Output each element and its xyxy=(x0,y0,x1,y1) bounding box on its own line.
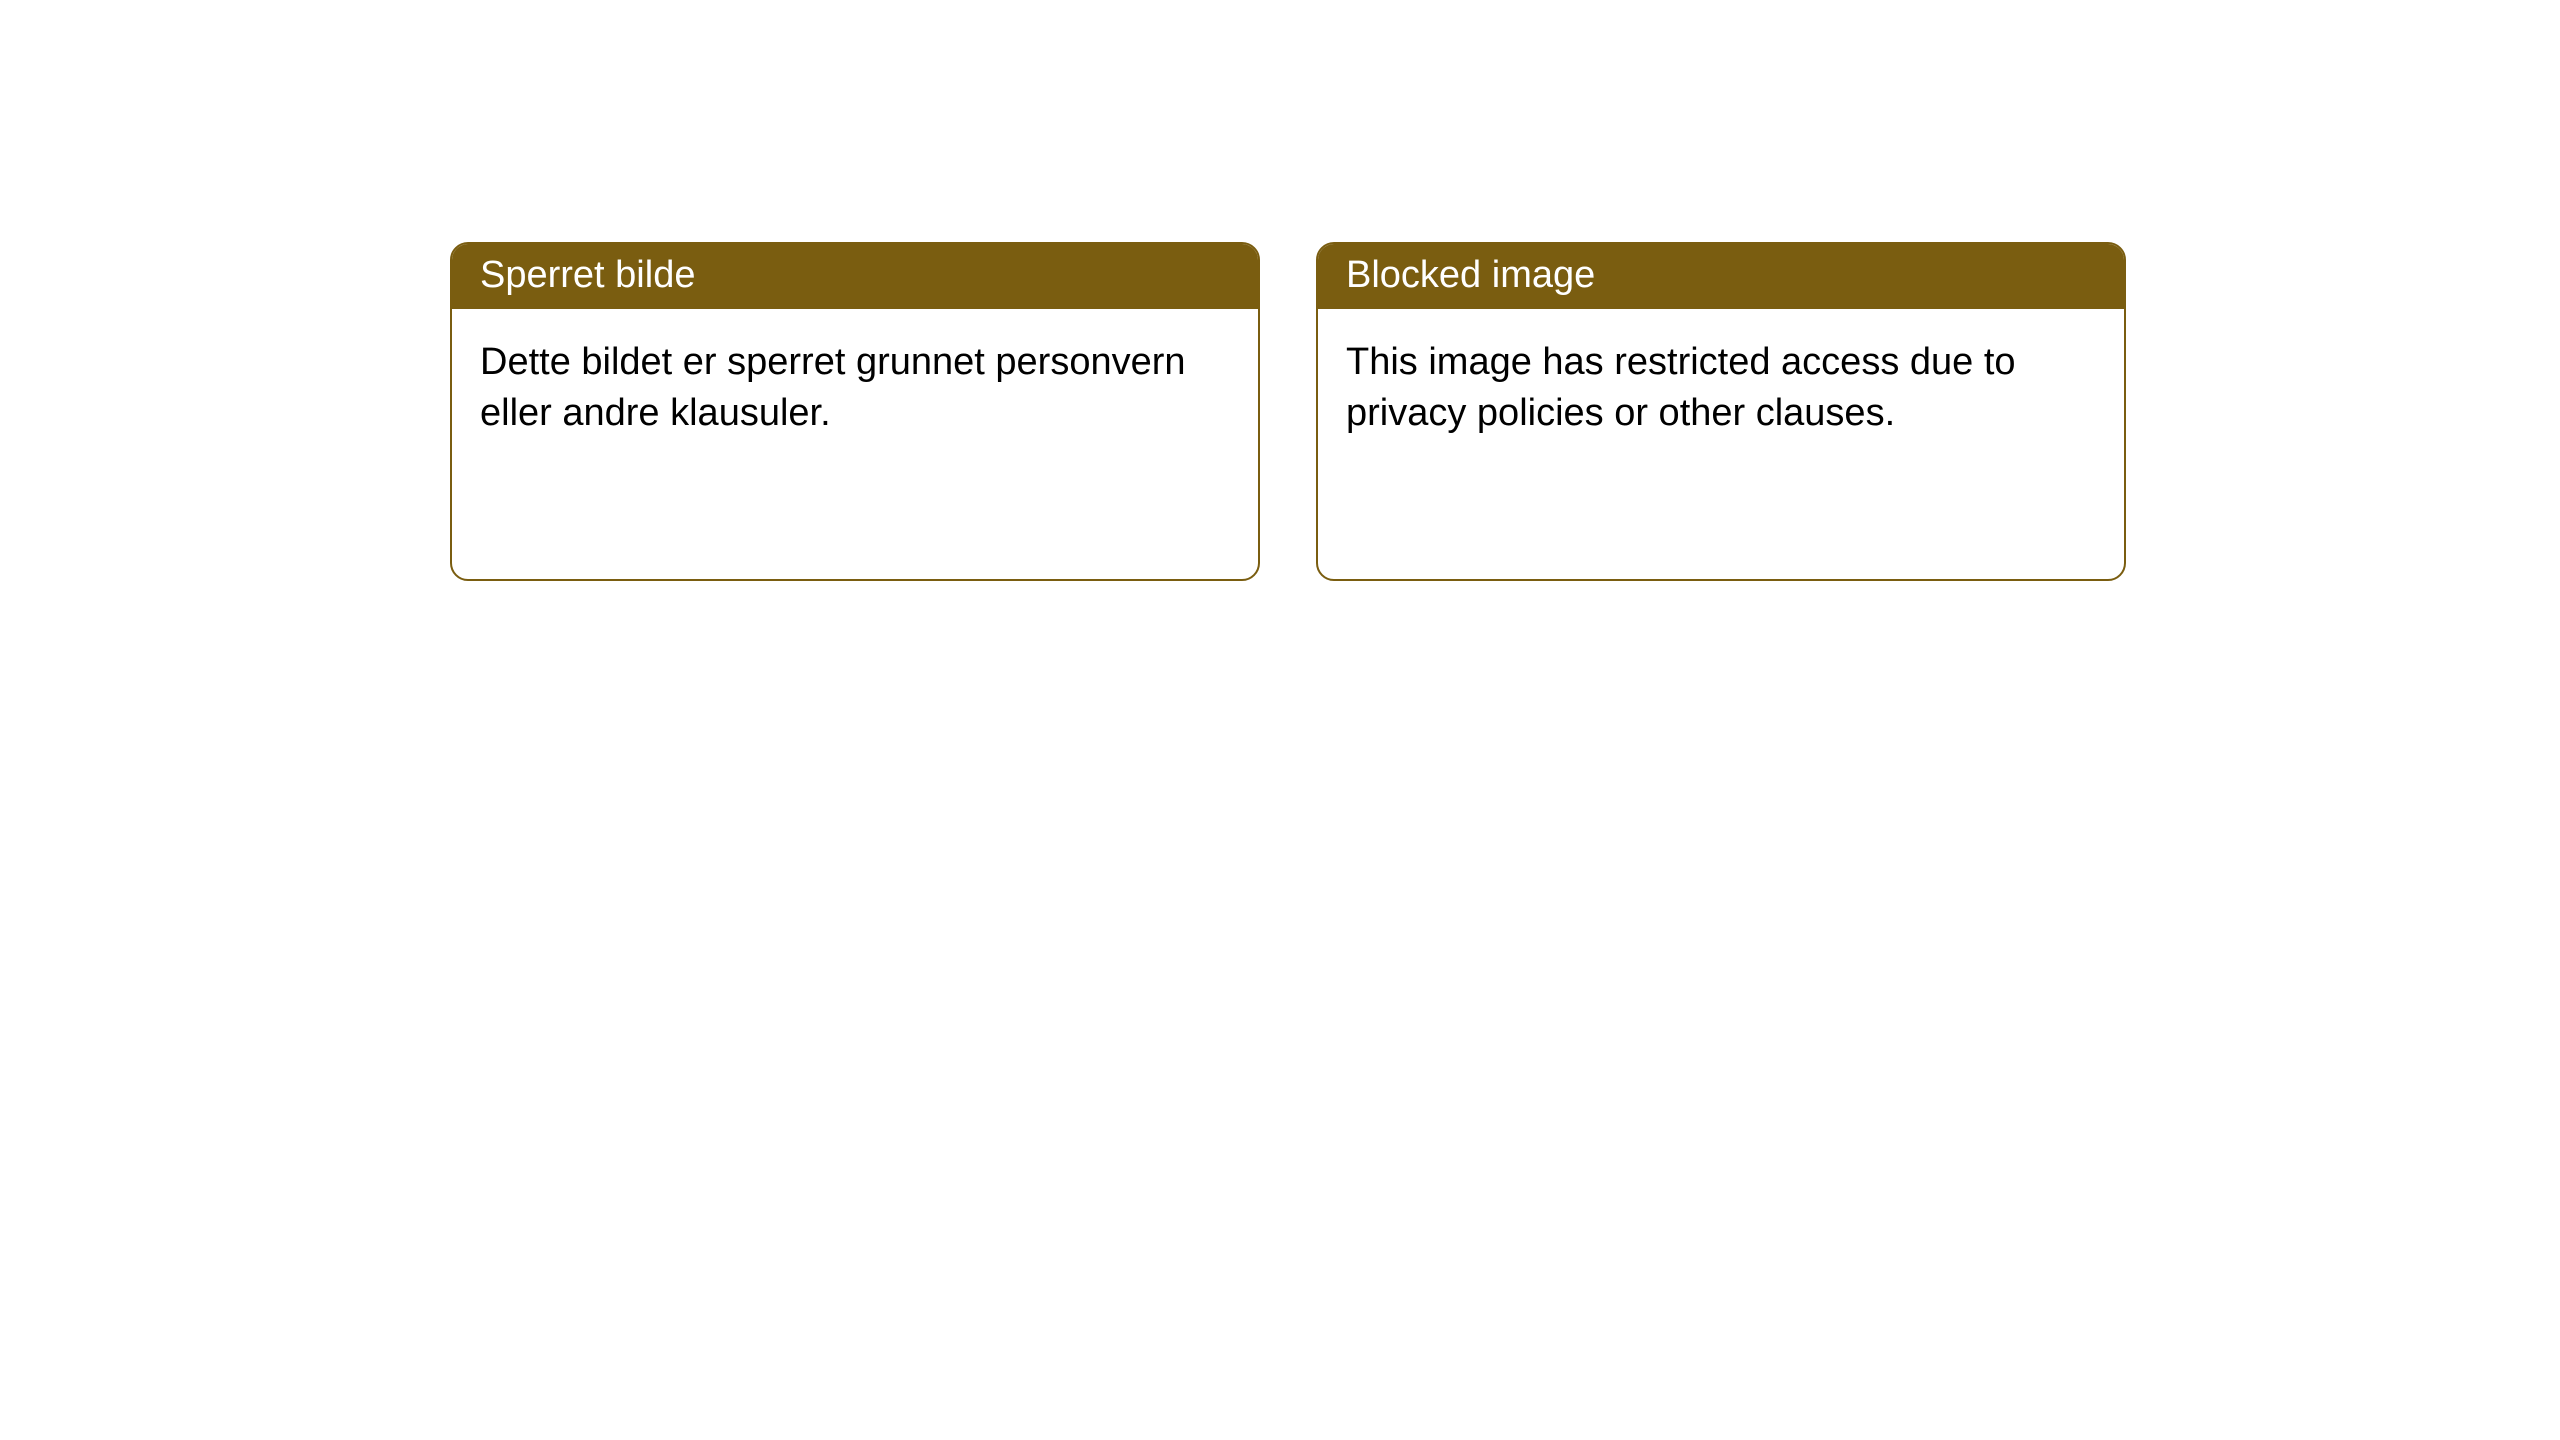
notice-body: Dette bildet er sperret grunnet personve… xyxy=(452,309,1258,579)
notice-card-norwegian: Sperret bilde Dette bildet er sperret gr… xyxy=(450,242,1260,581)
notice-header: Blocked image xyxy=(1318,244,2124,309)
notice-card-english: Blocked image This image has restricted … xyxy=(1316,242,2126,581)
notice-header: Sperret bilde xyxy=(452,244,1258,309)
notice-body: This image has restricted access due to … xyxy=(1318,309,2124,579)
notice-container: Sperret bilde Dette bildet er sperret gr… xyxy=(0,0,2560,581)
